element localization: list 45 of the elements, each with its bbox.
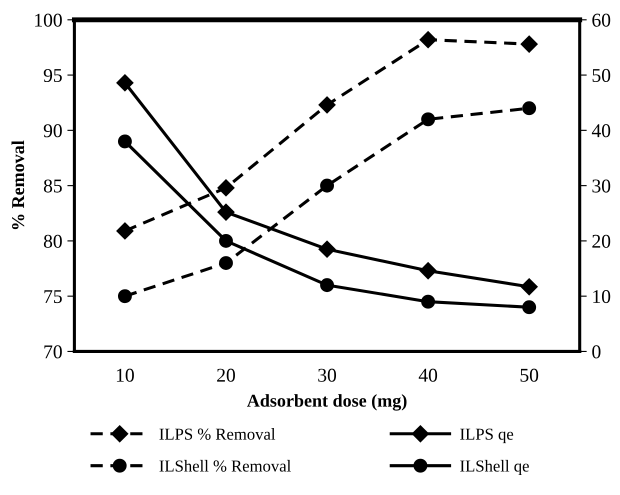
legend-label: ILPS % Removal	[159, 428, 276, 440]
y-tick-label: 100	[35, 14, 62, 27]
point	[522, 101, 536, 116]
point	[520, 36, 538, 53]
y2-tick-label: 10	[593, 290, 610, 304]
point	[217, 179, 235, 196]
point	[420, 262, 437, 280]
y-tick-label: 85	[44, 179, 62, 193]
y2-tick-label: 20	[592, 234, 610, 248]
y-tick-label: 70	[44, 345, 62, 358]
point	[520, 278, 538, 296]
x-tick-label: 10	[116, 368, 134, 382]
point	[421, 294, 436, 309]
y-tick-label: 90	[44, 124, 62, 138]
point	[118, 134, 132, 148]
y2-tick-label: 0	[592, 345, 600, 358]
point	[318, 96, 336, 114]
y-axis-title: % Removal	[12, 140, 24, 230]
point	[116, 74, 134, 92]
point	[320, 178, 334, 193]
point	[320, 278, 334, 292]
x-axis-title: Adsorbent dose (mg)	[246, 394, 406, 411]
point	[421, 112, 436, 126]
legend-label: ILShell qe	[460, 460, 529, 476]
legend-label: ILPS qe	[460, 428, 514, 444]
x-tick-label: 30	[318, 368, 336, 382]
y-tick-label: 75	[44, 290, 62, 304]
point	[116, 222, 134, 240]
legend-label: ILShell % Removal	[159, 460, 291, 472]
point	[217, 204, 235, 221]
x-tick-label: 20	[217, 368, 235, 382]
point	[318, 240, 336, 258]
point	[522, 300, 536, 314]
y2-tick-label: 50	[592, 68, 610, 82]
x-tick-label: 40	[418, 368, 438, 382]
x-tick-label: 50	[520, 368, 538, 382]
point	[118, 289, 132, 304]
y-tick-label: 95	[44, 68, 62, 82]
point	[219, 234, 233, 248]
y2-tick-label: 30	[592, 179, 610, 193]
y2-tick-label: 40	[592, 124, 610, 138]
point	[420, 31, 437, 48]
point	[219, 256, 233, 270]
y2-tick-label: 60	[592, 14, 610, 27]
y-tick-label: 80	[44, 234, 62, 248]
